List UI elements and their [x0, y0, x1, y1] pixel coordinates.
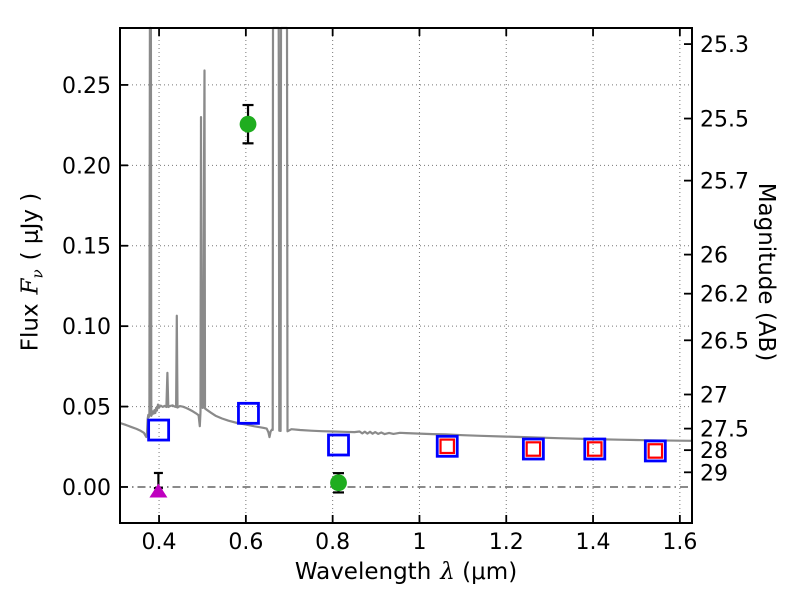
blue-square-marker	[643, 439, 667, 463]
red-square-marker	[439, 438, 456, 455]
x-tick-label: 0.8	[315, 530, 350, 555]
magnitude-tick-label: 28	[700, 439, 728, 464]
blue-square-marker	[583, 437, 607, 461]
blue-square-marker	[147, 418, 171, 442]
green-circle-marker	[239, 115, 257, 133]
green-circle-marker	[330, 474, 347, 492]
flux-tick-label: 0.20	[62, 154, 111, 179]
flux-tick-label: 0.05	[62, 396, 111, 421]
x-axis-label: Wavelength λ (μm)	[295, 559, 517, 585]
flux-tick-label: 0.00	[62, 476, 111, 501]
red-square-marker	[647, 443, 664, 459]
magnitude-tick-label: 26.5	[700, 329, 749, 354]
x-tick-label: 1.4	[576, 530, 611, 555]
flux-symbol: F	[17, 278, 44, 295]
red-square-marker	[525, 441, 542, 457]
magnitude-tick-label: 25.7	[700, 170, 749, 195]
magnitude-tick-label: 27.5	[700, 418, 749, 443]
x-axis-label-text: Wavelength	[294, 559, 432, 585]
magnitude-tick-label: 29	[700, 461, 728, 486]
magnitude-tick-label: 25.3	[700, 33, 749, 58]
blue-square-marker	[435, 434, 459, 458]
y-axis-label: Flux Fν ( μJy )	[18, 193, 47, 352]
x-tick-label: 1.2	[489, 530, 524, 555]
y-axis-label-text: Flux	[17, 303, 44, 352]
flux-tick-label: 0.10	[62, 315, 111, 340]
lambda-symbol: λ	[440, 559, 455, 585]
x-tick-label: 0.6	[228, 530, 263, 555]
x-axis-unit: (μm)	[462, 559, 518, 585]
magenta-triangle-marker	[149, 483, 168, 498]
right-axis-label: Magnitude (AB)	[753, 182, 779, 362]
flux-tick-label: 0.15	[62, 235, 111, 260]
blue-square-marker	[237, 401, 260, 425]
blue-square-marker	[327, 433, 350, 457]
magnitude-tick-label: 25.5	[700, 108, 749, 133]
magnitude-tick-label: 26	[700, 244, 728, 269]
x-tick-label: 0.4	[142, 530, 177, 555]
magnitude-tick-label: 26.2	[700, 283, 749, 308]
x-tick-label: 1	[412, 530, 426, 555]
nu-subscript: ν	[28, 269, 47, 279]
red-square-marker	[586, 441, 603, 457]
x-tick-label: 1.6	[662, 530, 697, 555]
blue-square-marker	[521, 437, 545, 461]
flux-tick-label: 0.25	[62, 74, 111, 99]
spectrum-line	[119, 26, 693, 442]
magnitude-tick-label: 27	[700, 384, 728, 409]
y-axis-unit: ( μJy )	[17, 192, 44, 261]
plot-frame	[119, 27, 693, 524]
